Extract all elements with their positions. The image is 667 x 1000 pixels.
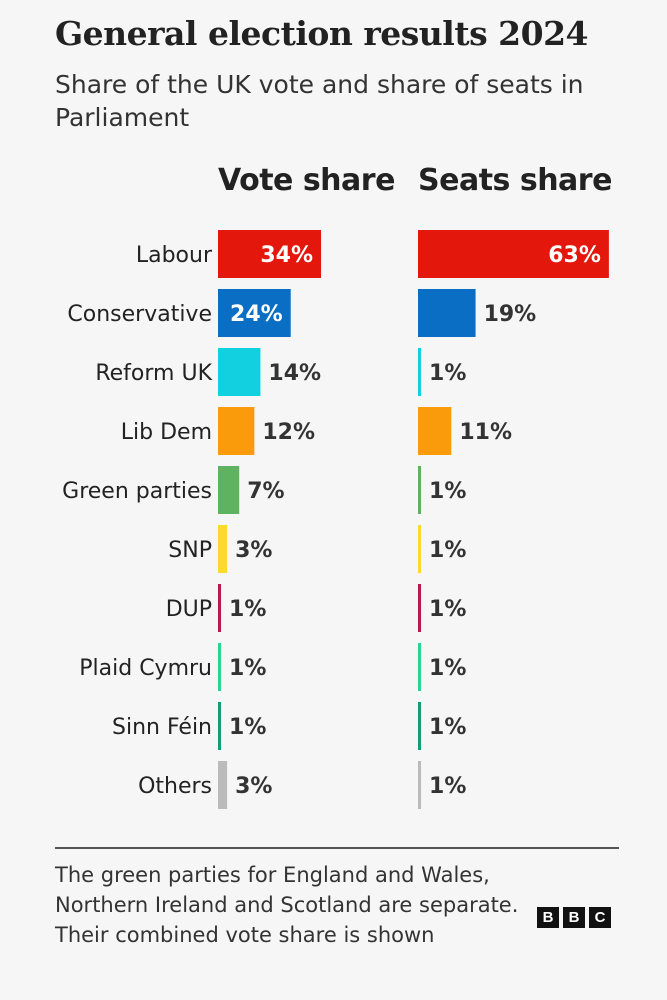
category-label: DUP: [166, 597, 212, 622]
bar: [218, 348, 261, 396]
bar: [418, 525, 422, 573]
data-label: 1%: [229, 715, 266, 740]
data-label: 1%: [229, 597, 266, 622]
bbc-logo: B B C: [537, 907, 611, 928]
data-label: 19%: [484, 302, 537, 327]
bar: [218, 761, 228, 809]
data-label: 7%: [247, 479, 284, 504]
category-label: Green parties: [62, 479, 212, 504]
bar: [218, 702, 222, 750]
data-label: 34%: [260, 243, 313, 268]
bar: [418, 643, 422, 691]
logo-letter: B: [537, 907, 559, 928]
category-label: Lib Dem: [121, 420, 212, 445]
bar: [218, 289, 291, 337]
category-label: Sinn Féin: [112, 715, 212, 740]
data-label: 11%: [459, 420, 512, 445]
bar: [218, 466, 240, 514]
data-label: 1%: [429, 715, 466, 740]
seats-share-header: Seats share: [418, 163, 612, 198]
data-label: 1%: [229, 656, 266, 681]
category-label: Plaid Cymru: [79, 656, 212, 681]
bar: [218, 643, 222, 691]
category-label: Others: [138, 774, 212, 799]
bar: [418, 584, 422, 632]
bar-chart: Labour 34% 63% Conservative 24% 19% Reform UK 1…: [62, 230, 609, 809]
bar: [418, 466, 422, 514]
data-label: 24%: [230, 302, 283, 327]
bar: [418, 702, 422, 750]
footnote: The green parties for England and Wales,…: [55, 863, 519, 947]
category-label: Labour: [136, 243, 213, 268]
data-label: 1%: [429, 479, 466, 504]
data-label: 14%: [268, 361, 321, 386]
data-label: 63%: [548, 243, 601, 268]
data-label: 12%: [262, 420, 315, 445]
data-label: 1%: [429, 774, 466, 799]
logo-letter: C: [589, 907, 611, 928]
logo-letter: B: [563, 907, 585, 928]
data-label: 1%: [429, 656, 466, 681]
bar: [218, 584, 222, 632]
data-label: 3%: [235, 774, 272, 799]
chart-title: General election results 2024: [55, 14, 589, 53]
bar: [218, 407, 255, 455]
category-label: Conservative: [67, 302, 212, 327]
bar: [218, 525, 228, 573]
chart-subtitle: Share of the UK vote and share of seats …: [55, 70, 584, 132]
data-label: 1%: [429, 361, 466, 386]
divider: [55, 847, 619, 849]
bar: [418, 289, 476, 337]
bar: [218, 230, 322, 278]
data-label: 1%: [429, 597, 466, 622]
data-label: 1%: [429, 538, 466, 563]
vote-share-header: Vote share: [218, 163, 395, 198]
category-label: SNP: [168, 538, 212, 563]
bar: [418, 761, 422, 809]
bar: [418, 348, 422, 396]
category-label: Reform UK: [95, 361, 212, 386]
bar: [418, 407, 452, 455]
data-label: 3%: [235, 538, 272, 563]
bar: [418, 230, 609, 278]
